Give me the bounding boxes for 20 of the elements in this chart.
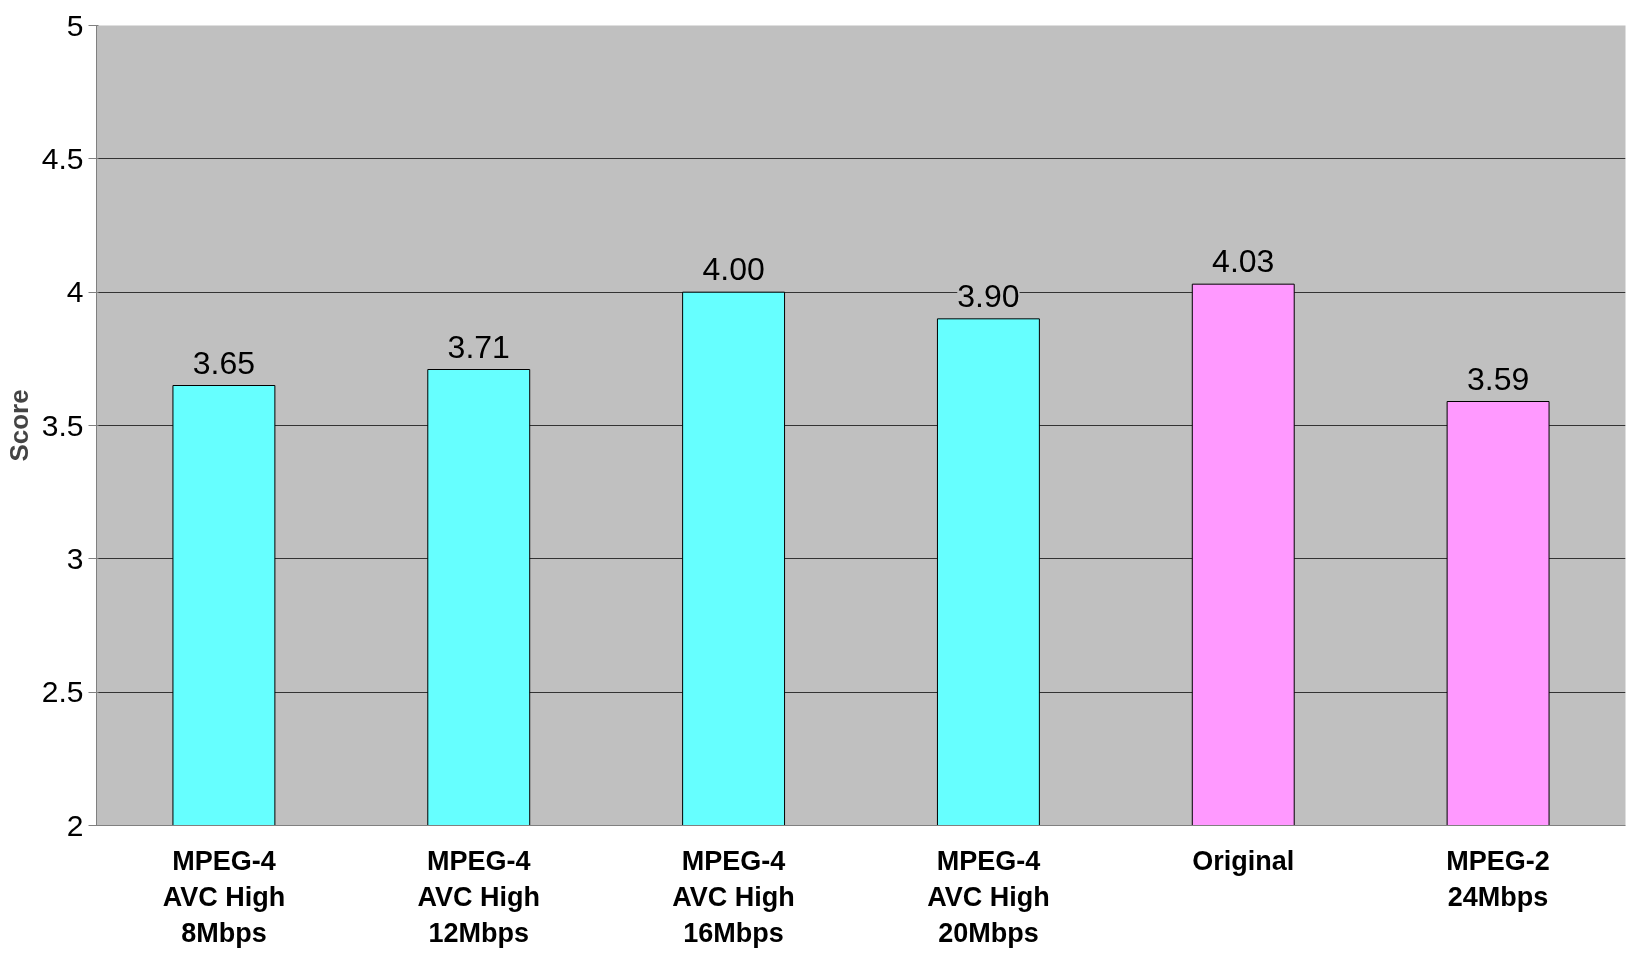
y-tick-label: 3 — [66, 541, 84, 575]
x-tick-label: MPEG-4 AVC High 20Mbps — [927, 845, 1050, 948]
x-tick-label: MPEG-4 AVC High 12Mbps — [417, 845, 541, 948]
y-axis-title: Score — [3, 389, 34, 462]
data-label: 4.00 — [702, 251, 765, 288]
data-label: 4.03 — [1212, 243, 1275, 280]
y-tick-label: 4 — [66, 275, 84, 309]
data-label: 3.59 — [1466, 360, 1530, 397]
y-tick-label: 3.5 — [41, 408, 84, 442]
x-tick-label: MPEG-2 24Mbps — [1446, 845, 1550, 912]
x-tick-label: MPEG-4 AVC High 8Mbps — [162, 845, 286, 948]
x-tick-label: Original — [1192, 845, 1295, 876]
y-tick-label: 4.5 — [41, 141, 84, 175]
y-tick-label: 2 — [66, 808, 84, 842]
data-label: 3.71 — [447, 328, 510, 365]
x-tick-label: MPEG-4 AVC High 16Mbps — [672, 845, 795, 948]
data-label: 3.90 — [957, 277, 1020, 314]
y-tick-label: 2.5 — [41, 675, 84, 709]
y-tick-label: 5 — [66, 8, 84, 42]
data-label: 3.65 — [192, 344, 256, 381]
